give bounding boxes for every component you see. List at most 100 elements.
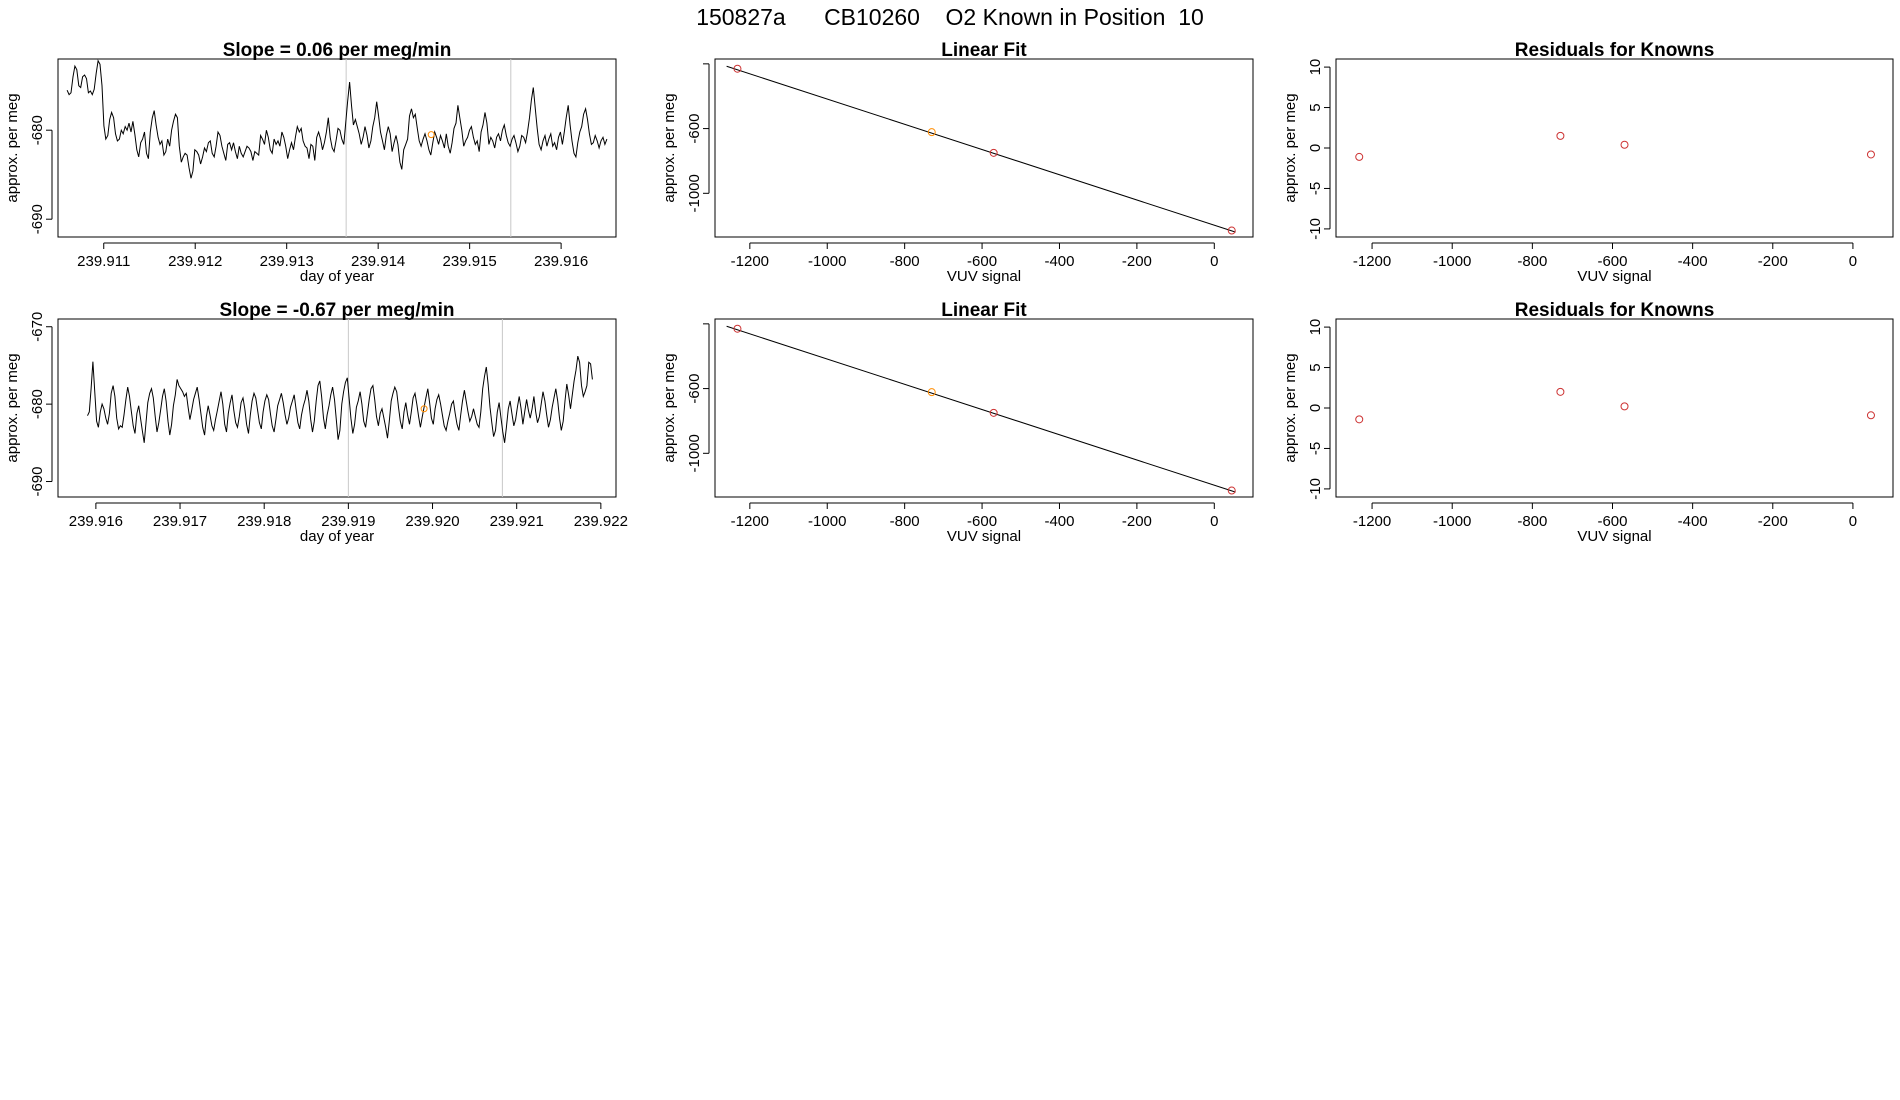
x-tick-label: -1000: [808, 513, 846, 530]
x-tick-label: 239.912: [168, 253, 222, 270]
y-tick-label: -10: [1307, 218, 1324, 240]
position-point: [927, 128, 936, 137]
x-tick-label: -200: [1122, 513, 1152, 530]
known-point: [989, 408, 998, 417]
x-tick-label: -1000: [1433, 253, 1471, 270]
chart-panel-3: Residuals for Knowns-1200 -1000 -800 -600 -4…: [1282, 40, 1894, 285]
y-axis-label: approx. per meg: [661, 93, 678, 202]
y-axis-label: approx. per meg: [1282, 353, 1299, 462]
known-point: [1355, 415, 1364, 424]
x-axis-label: VUV signal: [947, 528, 1021, 545]
series-line: [66, 59, 608, 179]
x-tick-label: 239.915: [443, 253, 497, 270]
y-tick-label: -670: [29, 312, 46, 342]
known-point: [1227, 486, 1236, 495]
chart-title: Slope = -0.67 per meg/min: [220, 300, 455, 321]
x-tick-label: -600: [967, 253, 997, 270]
known-point: [733, 64, 742, 73]
x-tick-label: -1200: [731, 513, 769, 530]
y-tick-label: 0: [1307, 404, 1324, 412]
plot-frame: [714, 318, 1254, 498]
chart-panel-2: Linear Fit -1200 -1000 -800 -600 -400 -200 0 VUV…: [661, 40, 1254, 285]
y-tick-label: -1000: [686, 434, 703, 472]
y-tick-label: -10: [1307, 478, 1324, 500]
x-tick-label: -1200: [731, 253, 769, 270]
x-axis-label: day of year: [300, 268, 374, 285]
plot-frame: [57, 318, 617, 498]
fit-line: [726, 65, 1236, 233]
x-tick-label: -200: [1758, 513, 1788, 530]
known-point: [1620, 402, 1629, 411]
y-axis-label: approx. per meg: [4, 93, 21, 202]
x-tick-label: 239.922: [574, 513, 628, 530]
chart-panel-6: Residuals for Knowns -1200 -1000 -800 -600 -4…: [1282, 300, 1894, 545]
x-tick-label: -400: [1678, 513, 1708, 530]
x-tick-label: 0: [1210, 513, 1218, 530]
y-tick-label: 10: [1307, 319, 1324, 336]
x-tick-label: 239.914: [351, 253, 405, 270]
known-point: [1227, 226, 1236, 235]
x-tick-label: -800: [890, 513, 920, 530]
x-tick-label: 239.913: [260, 253, 314, 270]
chart-title: Slope = 0.06 per meg/min: [223, 40, 452, 61]
y-axis-label: approx. per meg: [4, 353, 21, 462]
chart-title: Linear Fit: [941, 40, 1027, 61]
x-tick-label: -600: [1597, 513, 1627, 530]
chart-title: Linear Fit: [941, 300, 1027, 321]
y-tick-label: 5: [1307, 363, 1324, 371]
known-point: [1866, 150, 1875, 159]
chart-panel-1: Slope = 0.06 per meg/min 239.911 239.912 23…: [4, 40, 617, 285]
x-tick-label: -400: [1044, 253, 1074, 270]
y-tick-label: -1000: [686, 174, 703, 212]
x-tick-label: -200: [1758, 253, 1788, 270]
y-tick-label: -690: [29, 467, 46, 497]
chart-title: Residuals for Knowns: [1515, 300, 1715, 321]
x-tick-label: -1200: [1353, 253, 1391, 270]
x-tick-label: 239.918: [237, 513, 291, 530]
y-tick-label: -600: [686, 374, 703, 404]
x-tick-label: -400: [1044, 513, 1074, 530]
y-tick-label: -5: [1307, 442, 1324, 455]
known-point: [1355, 152, 1364, 161]
x-tick-label: -600: [1597, 253, 1627, 270]
x-tick-label: 239.921: [490, 513, 544, 530]
x-axis-label: day of year: [300, 528, 374, 545]
y-tick-label: 5: [1307, 103, 1324, 111]
x-tick-label: -800: [1517, 253, 1547, 270]
y-tick-label: 10: [1307, 59, 1324, 76]
chart-title: Residuals for Knowns: [1515, 40, 1715, 61]
x-axis-label: VUV signal: [1577, 268, 1651, 285]
known-point: [1556, 387, 1565, 396]
fit-line: [726, 325, 1236, 493]
chart-panel-5: Linear Fit -1200 -1000 -800 -600 -400 -200 0 VUV…: [661, 300, 1254, 545]
y-tick-label: -680: [29, 389, 46, 419]
y-tick-label: -600: [686, 114, 703, 144]
position-point: [927, 388, 936, 397]
x-tick-label: 239.916: [534, 253, 588, 270]
x-tick-label: -800: [890, 253, 920, 270]
x-tick-label: -1200: [1353, 513, 1391, 530]
y-tick-label: 0: [1307, 144, 1324, 152]
series-line: [87, 355, 593, 443]
x-tick-label: 239.917: [153, 513, 207, 530]
y-tick-label: -5: [1307, 182, 1324, 195]
known-point: [1620, 140, 1629, 149]
plot-frame: [1335, 318, 1894, 498]
x-tick-label: 239.919: [321, 513, 375, 530]
x-tick-label: 239.911: [77, 253, 130, 270]
x-tick-label: -800: [1517, 513, 1547, 530]
known-point: [1866, 411, 1875, 420]
x-axis-label: VUV signal: [947, 268, 1021, 285]
x-tick-label: 0: [1849, 253, 1857, 270]
highlight-point: [427, 131, 435, 139]
x-tick-label: -1000: [808, 253, 846, 270]
known-point: [989, 148, 998, 157]
x-tick-label: 0: [1210, 253, 1218, 270]
figure-supertitle: 150827a CB10260 O2 Known in Position 10: [696, 4, 1204, 30]
x-tick-label: -200: [1122, 253, 1152, 270]
y-tick-label: -690: [29, 204, 46, 234]
highlight-point: [420, 405, 428, 413]
x-tick-label: -1000: [1433, 513, 1471, 530]
plot-frame: [57, 58, 617, 238]
